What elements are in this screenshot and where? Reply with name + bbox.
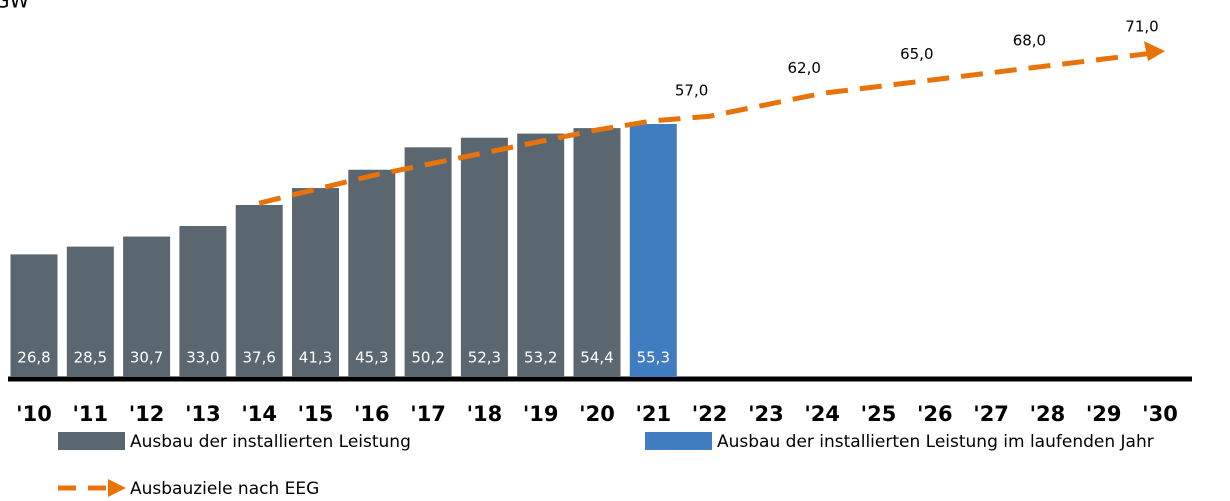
- x-tick-label: '29: [1086, 402, 1122, 426]
- bar: [629, 124, 677, 377]
- value-label: 68,0: [1013, 31, 1046, 49]
- x-tick-label: '10: [16, 402, 52, 426]
- value-label: 53,2: [524, 349, 557, 367]
- x-tick-label: '19: [523, 402, 559, 426]
- x-tick-label: '22: [692, 402, 728, 426]
- bar: [10, 254, 58, 377]
- x-tick-label: '24: [804, 402, 840, 426]
- x-tick-label: '28: [1030, 402, 1066, 426]
- x-tick-label: '14: [241, 402, 277, 426]
- x-tick-label: '18: [467, 402, 503, 426]
- bar: [573, 128, 621, 377]
- value-label: 45,3: [355, 349, 388, 367]
- value-label: 50,2: [411, 349, 444, 367]
- x-tick-label: '23: [748, 402, 784, 426]
- value-label: 71,0: [1125, 18, 1158, 36]
- x-tick-label: '30: [1142, 402, 1178, 426]
- legend-label: Ausbauziele nach EEG: [130, 479, 319, 499]
- x-tick-label: '26: [917, 402, 953, 426]
- arrow-head: [1144, 41, 1165, 62]
- legend-label: Ausbau der installierten Leistung: [130, 432, 411, 452]
- bar: [235, 204, 283, 377]
- x-tick-label: '21: [635, 402, 671, 426]
- bar: [292, 188, 339, 377]
- bar: [348, 169, 396, 377]
- bar: [517, 133, 565, 377]
- bar: [460, 137, 508, 377]
- value-label: 41,3: [299, 349, 332, 367]
- value-label: 62,0: [787, 59, 820, 77]
- legend-swatch: [58, 432, 125, 450]
- x-tick-label: '12: [129, 402, 165, 426]
- legend-swatch: [645, 432, 712, 450]
- x-tick-label: '20: [579, 402, 615, 426]
- value-label: 33,0: [186, 349, 219, 367]
- bar: [179, 226, 227, 377]
- x-tick-label: '15: [298, 402, 334, 426]
- x-tick-label: '17: [410, 402, 446, 426]
- x-tick-label: '25: [861, 402, 897, 426]
- value-label: 52,3: [468, 349, 501, 367]
- value-label: 30,7: [130, 349, 163, 367]
- value-label: 55,3: [637, 349, 670, 367]
- bar: [404, 147, 452, 377]
- value-label: 54,4: [580, 349, 613, 367]
- value-label: 65,0: [900, 45, 933, 63]
- legend-label: Ausbau der installierten Leistung im lau…: [717, 432, 1154, 452]
- x-tick-label: '13: [185, 402, 221, 426]
- bar: [66, 246, 114, 377]
- value-label: 26,8: [17, 349, 50, 367]
- value-label: 57,0: [675, 82, 708, 100]
- bar: [123, 236, 171, 377]
- value-label: 28,5: [74, 349, 107, 367]
- x-tick-label: '27: [973, 402, 1009, 426]
- y-axis-label: GW: [0, 0, 29, 13]
- target-line: [258, 49, 1161, 206]
- x-tick-label: '11: [72, 402, 108, 426]
- x-tick-label: '16: [354, 402, 390, 426]
- legend-arrow: [108, 479, 126, 497]
- value-label: 37,6: [242, 349, 275, 367]
